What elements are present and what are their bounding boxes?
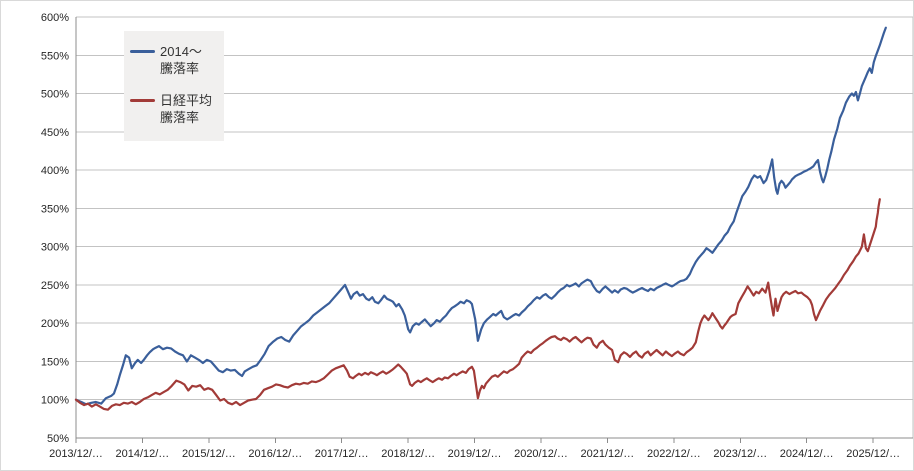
x-axis-label: 2016/12/… <box>248 448 302 460</box>
x-axis-label: 2024/12/… <box>780 448 834 460</box>
x-axis-label: 2022/12/… <box>647 448 701 460</box>
x-axis-label: 2021/12/… <box>580 448 634 460</box>
legend-label-nikkei-line1: 日経平均 <box>160 93 213 108</box>
legend-label-fund-line1: 2014〜 <box>160 44 202 59</box>
y-axis-label: 300% <box>41 242 69 254</box>
legend-line-swatch-nikkei-icon <box>130 99 155 102</box>
y-axis-label: 600% <box>41 12 69 24</box>
x-axis-label: 2018/12/… <box>381 448 435 460</box>
x-axis-label: 2020/12/… <box>514 448 568 460</box>
series-line-fund <box>74 26 887 406</box>
y-axis-label: 250% <box>41 280 69 292</box>
y-axis-label: 50% <box>47 433 69 445</box>
legend-label-nikkei-line2: 騰落率 <box>160 110 200 125</box>
y-axis-label: 550% <box>41 50 69 62</box>
x-axis-label: 2025/12/… <box>846 448 900 460</box>
y-axis-label: 100% <box>41 395 69 407</box>
legend-label-fund-line2: 騰落率 <box>160 61 200 76</box>
x-axis-label: 2017/12/… <box>315 448 369 460</box>
y-axis-label: 400% <box>41 165 69 177</box>
x-axis-label: 2013/12/… <box>49 448 103 460</box>
y-axis-label: 200% <box>41 318 69 330</box>
legend-item-fund: 2014〜 騰落率 <box>130 43 224 77</box>
y-axis-label: 500% <box>41 89 69 101</box>
x-axis-label: 2019/12/… <box>448 448 502 460</box>
legend-line-swatch-fund-icon <box>130 50 155 53</box>
chart-legend: 2014〜 騰落率 日経平均 騰落率 <box>124 31 224 141</box>
y-axis-label: 150% <box>41 357 69 369</box>
x-axis-label: 2015/12/… <box>182 448 236 460</box>
series-line-nikkei <box>74 198 881 411</box>
legend-item-nikkei: 日経平均 騰落率 <box>130 92 224 126</box>
x-axis-label: 2023/12/… <box>713 448 767 460</box>
y-axis-label: 450% <box>41 127 69 139</box>
y-axis-label: 350% <box>41 203 69 215</box>
x-axis-label: 2014/12/… <box>115 448 169 460</box>
